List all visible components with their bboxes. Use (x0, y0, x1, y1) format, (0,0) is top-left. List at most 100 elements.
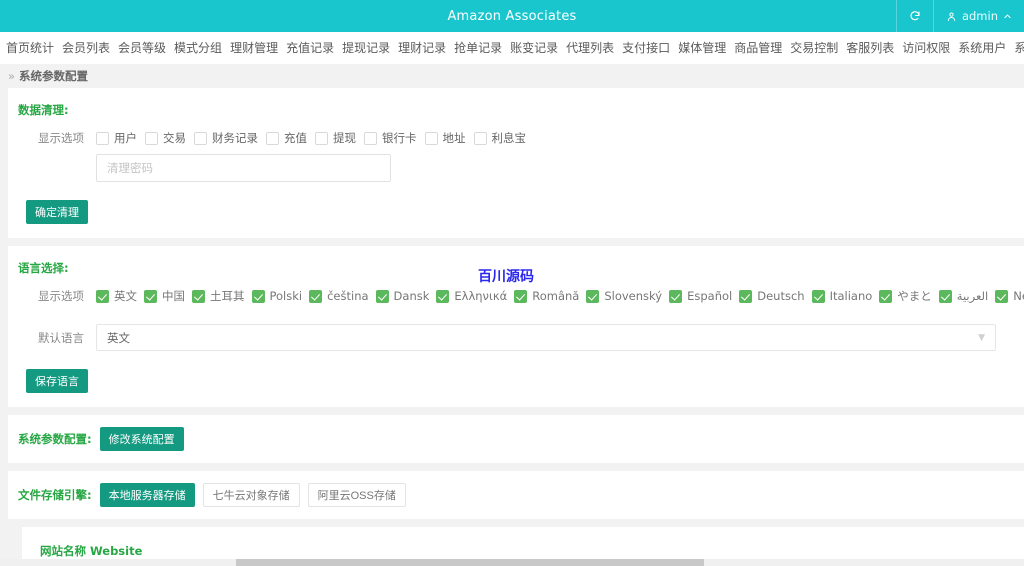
checkbox-icon[interactable] (96, 131, 109, 145)
checkbox-icon[interactable] (266, 131, 279, 145)
language-option-label: やまと (897, 289, 932, 303)
cleanup-option-1[interactable]: 交易 (145, 130, 186, 146)
cleanup-option-5[interactable]: 银行卡 (364, 130, 417, 146)
storage-engine-label: 文件存储引擎: (18, 488, 92, 502)
header-actions: admin (895, 0, 1024, 32)
storage-engine-panel: 文件存储引擎: 本地服务器存储 七牛云对象存储 阿里云OSS存储 (8, 471, 1024, 519)
scrollbar-thumb[interactable] (236, 559, 704, 566)
storage-option-0[interactable]: 本地服务器存储 (99, 483, 195, 507)
checkbox-icon[interactable] (424, 131, 438, 145)
cleanup-option-label: 用户 (114, 131, 137, 145)
website-name-label: 网站名称 Website (40, 544, 143, 558)
checkbox-checked-icon[interactable] (251, 289, 265, 303)
storage-option-1[interactable]: 七牛云对象存储 (202, 483, 300, 507)
checkbox-checked-icon[interactable] (96, 289, 109, 303)
save-language-button[interactable]: 保存语言 (26, 369, 88, 393)
user-menu-button[interactable]: admin (932, 0, 1024, 32)
horizontal-scrollbar[interactable] (0, 559, 1024, 566)
language-option-8[interactable]: Slovenský (586, 289, 662, 303)
nav-item-6[interactable]: 提现记录 (342, 40, 391, 55)
cleanup-option-0[interactable]: 用户 (96, 130, 137, 146)
modify-system-config-button[interactable]: 修改系统配置 (99, 427, 184, 451)
nav-item-10[interactable]: 代理列表 (566, 40, 615, 55)
cleanup-option-7[interactable]: 利息宝 (473, 130, 526, 146)
nav-item-12[interactable]: 媒体管理 (678, 40, 727, 55)
nav-item-8[interactable]: 抢单记录 (454, 40, 503, 55)
checkbox-checked-icon[interactable] (938, 289, 952, 303)
language-option-2[interactable]: 土耳其 (192, 288, 245, 304)
language-option-14[interactable]: Nederlands (995, 289, 1024, 303)
language-option-5[interactable]: Dansk (375, 289, 430, 303)
nav-item-0[interactable]: 首页统计 (6, 40, 55, 55)
nav-item-1[interactable]: 会员列表 (62, 40, 111, 55)
checkbox-icon[interactable] (473, 131, 487, 145)
nav-item-14[interactable]: 交易控制 (790, 40, 839, 55)
default-language-select[interactable]: 英文 ▼ (96, 324, 996, 351)
nav-item-13[interactable]: 商品管理 (734, 40, 783, 55)
nav-item-16[interactable]: 访问权限 (902, 40, 951, 55)
checkbox-checked-icon[interactable] (739, 289, 753, 303)
language-option-0[interactable]: 英文 (96, 288, 137, 304)
language-option-label: العربية (956, 289, 989, 303)
checkbox-icon[interactable] (315, 131, 328, 145)
cleanup-password-input[interactable]: 清理密码 (96, 154, 391, 182)
language-option-1[interactable]: 中国 (144, 288, 185, 304)
nav-item-18[interactable]: 系统菜单 (1010, 33, 1024, 63)
data-cleanup-panel: 数据清理: 显示选项 用户 交易 财务记录 充值 提现 银行卡 地址 利息宝 清理密码 确定清… (8, 88, 1024, 238)
main-navigation[interactable]: 首页统计 会员列表 会员等级 模式分组 理财管理 充值记录 提现记录 理财记录 抢单记录 账变记录… (0, 32, 1024, 64)
data-cleanup-checkbox-group[interactable]: 用户 交易 财务记录 充值 提现 银行卡 地址 利息宝 (96, 130, 534, 146)
storage-engine-options[interactable]: 本地服务器存储 七牛云对象存储 阿里云OSS存储 (99, 483, 406, 507)
language-option-label: Dansk (393, 289, 430, 303)
checkbox-checked-icon[interactable] (669, 289, 683, 303)
language-option-11[interactable]: Italiano (811, 289, 872, 303)
refresh-icon (909, 10, 921, 22)
nav-item-4[interactable]: 理财管理 (230, 40, 279, 55)
cleanup-option-6[interactable]: 地址 (424, 130, 466, 146)
nav-item-9[interactable]: 账变记录 (510, 40, 559, 55)
app-title: Amazon Associates (447, 8, 577, 24)
language-option-13[interactable]: العربية (938, 289, 989, 303)
nav-item-7[interactable]: 理财记录 (398, 40, 447, 55)
cleanup-option-label: 地址 (442, 131, 466, 145)
cleanup-option-3[interactable]: 充值 (266, 130, 307, 146)
language-option-10[interactable]: Deutsch (739, 289, 805, 303)
checkbox-checked-icon[interactable] (309, 289, 323, 303)
nav-item-11[interactable]: 支付接口 (622, 40, 671, 55)
refresh-button[interactable] (895, 0, 933, 32)
language-option-label: 中国 (162, 289, 185, 303)
nav-item-17[interactable]: 系统用户 (958, 40, 1007, 55)
user-icon (946, 11, 957, 22)
checkbox-checked-icon[interactable] (436, 289, 450, 303)
checkbox-checked-icon[interactable] (995, 289, 1009, 303)
language-option-label: Español (687, 289, 733, 303)
language-option-6[interactable]: Ελληνικά (436, 289, 507, 303)
nav-item-15[interactable]: 客服列表 (846, 40, 895, 55)
language-option-9[interactable]: Español (669, 289, 732, 303)
nav-item-3[interactable]: 模式分组 (174, 40, 223, 55)
language-option-4[interactable]: čeština (309, 289, 369, 303)
cleanup-option-label: 财务记录 (212, 131, 258, 145)
nav-item-2[interactable]: 会员等级 (118, 40, 167, 55)
checkbox-checked-icon[interactable] (514, 289, 528, 303)
cleanup-option-2[interactable]: 财务记录 (194, 130, 258, 146)
cleanup-option-4[interactable]: 提现 (315, 130, 356, 146)
checkbox-icon[interactable] (364, 131, 377, 145)
language-option-7[interactable]: Română (514, 289, 579, 303)
checkbox-icon[interactable] (194, 131, 207, 145)
nav-item-5[interactable]: 充值记录 (286, 40, 335, 55)
confirm-cleanup-button[interactable]: 确定清理 (26, 200, 88, 224)
language-option-3[interactable]: Polski (251, 289, 302, 303)
language-checkbox-group[interactable]: 英文 中国 土耳其 Polski čeština Dansk Ελληνικά Română S… (96, 288, 1024, 304)
language-option-12[interactable]: やまと (879, 288, 932, 304)
chevron-down-icon: ▼ (978, 332, 985, 343)
checkbox-checked-icon[interactable] (879, 289, 893, 303)
checkbox-checked-icon[interactable] (192, 289, 205, 303)
storage-option-2[interactable]: 阿里云OSS存储 (307, 483, 406, 507)
checkbox-checked-icon[interactable] (811, 289, 825, 303)
checkbox-checked-icon[interactable] (586, 289, 600, 303)
checkbox-checked-icon[interactable] (144, 289, 157, 303)
breadcrumb-chevron-icon: » (8, 69, 16, 83)
page-body: 数据清理: 显示选项 用户 交易 财务记录 充值 提现 银行卡 地址 利息宝 清理密码 确定清… (0, 88, 1024, 566)
checkbox-icon[interactable] (145, 131, 158, 145)
checkbox-checked-icon[interactable] (375, 289, 389, 303)
